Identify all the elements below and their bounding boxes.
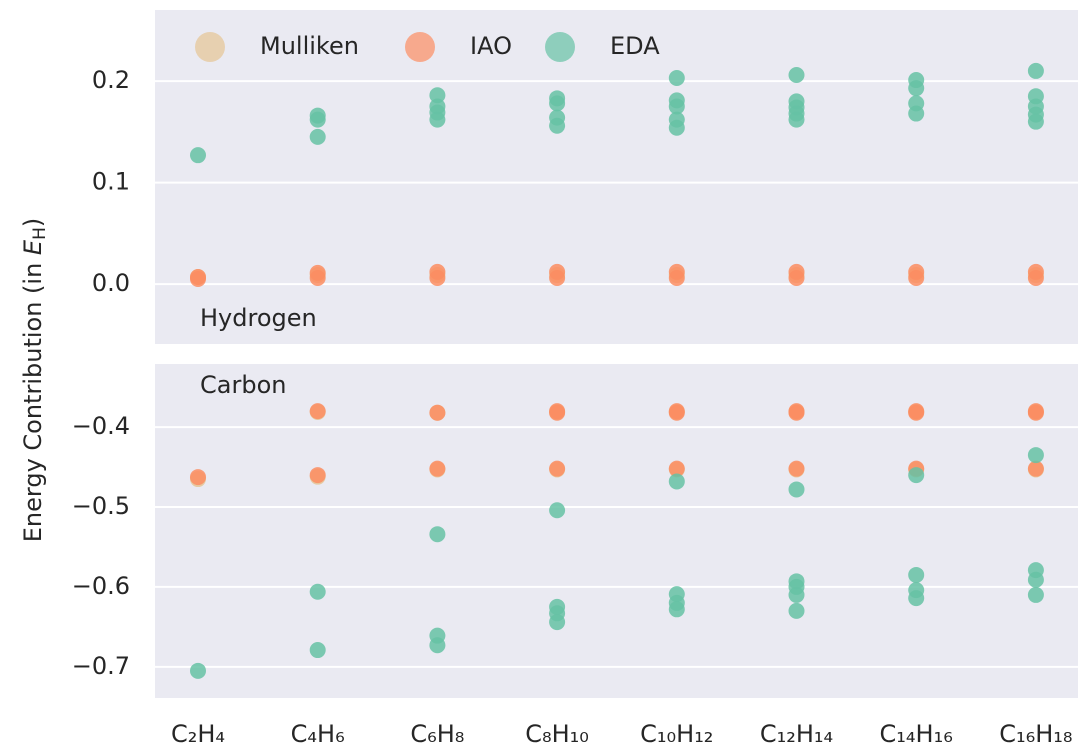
- y-label-symbol: E: [19, 239, 47, 255]
- y-tick-label: −0.6: [72, 572, 130, 600]
- point: [668, 70, 685, 87]
- panel-label: Hydrogen: [200, 304, 317, 332]
- y-tick-label: 0.1: [92, 168, 130, 196]
- point: [549, 95, 566, 112]
- point: [788, 602, 805, 619]
- point: [549, 460, 566, 477]
- point: [908, 403, 925, 420]
- plot-background: [155, 364, 1078, 698]
- x-tick-label: C₄H₆: [291, 720, 345, 748]
- y-label-text: Energy Contribution (in: [19, 255, 47, 542]
- x-tick-label: C₁₂H₁₄: [760, 720, 833, 748]
- point: [549, 117, 566, 134]
- panel-label: Carbon: [200, 371, 286, 399]
- y-tick-label: 0.0: [92, 269, 130, 297]
- legend-marker: [405, 32, 435, 62]
- point: [1027, 62, 1044, 79]
- point: [190, 271, 206, 288]
- point: [309, 403, 326, 420]
- point: [429, 404, 446, 421]
- point: [788, 481, 805, 498]
- point: [908, 566, 925, 583]
- legend-label: EDA: [610, 32, 660, 60]
- x-tick-label: C₁₆H₁₈: [999, 720, 1072, 748]
- point: [668, 403, 685, 420]
- point: [1027, 403, 1044, 420]
- point: [908, 270, 925, 287]
- point: [309, 583, 326, 600]
- point: [309, 467, 326, 484]
- point: [549, 403, 566, 420]
- point: [309, 128, 326, 145]
- point: [190, 147, 206, 164]
- x-tick-label: C₆H₈: [410, 720, 464, 748]
- y-tick-label: −0.4: [72, 412, 130, 440]
- point: [788, 270, 805, 287]
- point: [788, 586, 805, 603]
- point: [309, 111, 326, 128]
- legend-marker: [545, 32, 575, 62]
- y-axis-label: Energy Contribution (in EH): [19, 218, 50, 543]
- y-tick-label: −0.7: [72, 652, 130, 680]
- point: [1027, 460, 1044, 477]
- x-tick-label: C₁₀H₁₂: [640, 720, 713, 748]
- point: [309, 642, 326, 659]
- point: [788, 111, 805, 128]
- point: [429, 526, 446, 543]
- point: [309, 270, 326, 287]
- point: [429, 111, 446, 128]
- y-tick-label: −0.5: [72, 492, 130, 520]
- legend-label: Mulliken: [260, 32, 359, 60]
- point: [668, 473, 685, 490]
- point: [429, 270, 446, 287]
- x-tick-label: C₂H₄: [171, 720, 225, 748]
- point: [668, 601, 685, 618]
- point: [908, 105, 925, 122]
- point: [1027, 586, 1044, 603]
- point: [429, 87, 446, 104]
- point: [549, 270, 566, 287]
- point: [788, 460, 805, 477]
- point: [549, 502, 566, 519]
- legend-label: IAO: [470, 32, 512, 60]
- point: [429, 637, 446, 654]
- point: [1027, 113, 1044, 130]
- x-tick-label: C₁₄H₁₆: [880, 720, 953, 748]
- point: [908, 590, 925, 607]
- y-tick-label: 0.2: [92, 66, 130, 94]
- plot-background: [155, 10, 1078, 344]
- point: [190, 662, 206, 679]
- y-label-subscript: H: [30, 227, 50, 240]
- point: [668, 460, 685, 477]
- x-tick-label: C₈H₁₀: [525, 720, 589, 748]
- y-label-end: ): [19, 218, 47, 227]
- point: [1027, 571, 1044, 588]
- point: [788, 66, 805, 83]
- point: [788, 403, 805, 420]
- point: [1027, 447, 1044, 464]
- point: [429, 460, 446, 477]
- point: [668, 98, 685, 115]
- point: [908, 80, 925, 97]
- point: [668, 119, 685, 136]
- legend-marker: [195, 32, 225, 62]
- point: [190, 469, 206, 486]
- point: [908, 467, 925, 484]
- point: [1027, 270, 1044, 287]
- point: [549, 614, 566, 631]
- point: [668, 270, 685, 287]
